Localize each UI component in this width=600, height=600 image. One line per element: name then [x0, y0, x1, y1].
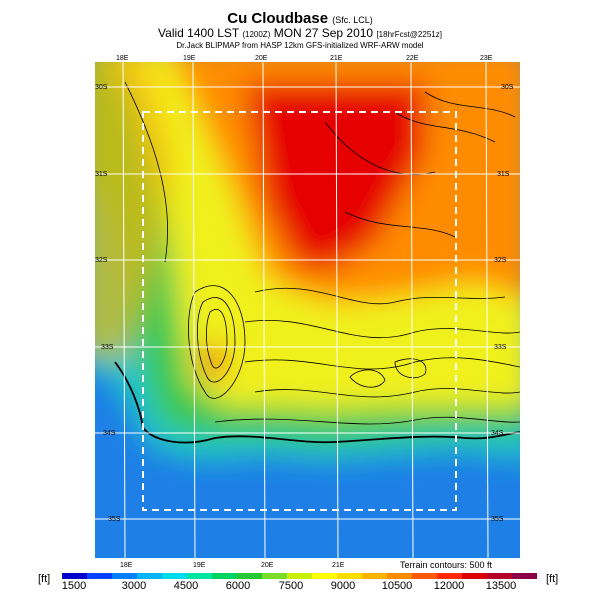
west-low-band: [95, 62, 175, 362]
colorbar-swatch: [487, 573, 513, 579]
colorbar-tick-7500: 7500: [278, 580, 304, 592]
cloudbase-map: [95, 62, 520, 558]
lon-label-top-21e: 21E: [330, 55, 343, 62]
colorbar-swatch: [262, 573, 288, 579]
colorbar-swatch: [212, 573, 238, 579]
colorbar-swatch: [337, 573, 363, 579]
coastline-west: [114, 361, 144, 429]
colorbar-swatch: [412, 573, 438, 579]
graticule: [95, 62, 520, 558]
lat-label-right-34s: 34S: [491, 430, 504, 437]
valid-time: Valid 1400 LST (1200Z) MON 27 Sep 2010 […: [0, 26, 600, 40]
colorbar-swatch: [187, 573, 213, 579]
colorbar-tick-9000: 9000: [330, 580, 356, 592]
colorbar-tick-13500: 13500: [485, 580, 517, 592]
lat-label-left-34s: 34S: [103, 430, 116, 437]
title-main: Cu Cloudbase: [227, 10, 329, 27]
lon-label-bottom-21e: 21E: [332, 562, 345, 569]
lon-label-top-20e: 20E: [255, 55, 268, 62]
coastline: [142, 427, 520, 444]
colorbar-swatch: [62, 573, 88, 579]
lat-label-left-35s: 35S: [108, 516, 121, 523]
lon-label-bottom-19e: 19E: [193, 562, 206, 569]
colorbar-unit-right: [ft]: [546, 573, 559, 585]
valid-note: (1200Z): [242, 30, 271, 39]
colorbar-swatch: [112, 573, 138, 579]
map-title: Cu Cloudbase (Sfc. LCL): [0, 10, 600, 27]
colorbar-tick-3000: 3000: [121, 580, 147, 592]
lat-label-right-35s: 35S: [491, 516, 504, 523]
colorbar-swatch: [387, 573, 413, 579]
model-credit: Dr.Jack BLIPMAP from HASP 12km GFS-initi…: [176, 41, 424, 50]
colorbar-swatch: [362, 573, 388, 579]
colorbar-tick-12000: 12000: [433, 580, 465, 592]
valid-label: Valid 1400 LST: [158, 26, 239, 40]
terrain-contour-note: Terrain contours: 500 ft: [400, 560, 493, 570]
lat-label-left-33s: 33S: [101, 344, 114, 351]
lon-label-bottom-18e: 18E: [120, 562, 133, 569]
lat-label-right-30s: 30S: [501, 84, 514, 91]
lon-label-top-22e: 22E: [406, 55, 419, 62]
forecast-note: [18hrFcst@2251z]: [376, 30, 442, 39]
colorbar-unit-left: [ft]: [38, 573, 51, 585]
colorbar-tick-4500: 4500: [173, 580, 199, 592]
colorbar-swatch: [237, 573, 263, 579]
lon-label-bottom-20e: 20E: [261, 562, 274, 569]
colorbar-swatch: [137, 573, 163, 579]
lat-label-left-30s: 30S: [95, 84, 108, 91]
colorbar: [62, 573, 537, 579]
colorbar-tick-1500: 1500: [61, 580, 87, 592]
colorbar-tick-10500: 10500: [381, 580, 413, 592]
lon-label-top-23e: 23E: [480, 55, 493, 62]
lat-label-left-31s: 31S: [95, 171, 108, 178]
colorbar-tick-6000: 6000: [225, 580, 251, 592]
land-peak: [245, 82, 425, 272]
ridge-peak: [200, 342, 225, 382]
title-main-note: (Sfc. LCL): [332, 15, 373, 25]
valid-date: MON 27 Sep 2010: [273, 26, 374, 40]
lat-label-right-33s: 33S: [494, 344, 507, 351]
colorbar-swatch: [87, 573, 113, 579]
colorbar-swatch: [437, 573, 463, 579]
colorbar-swatch: [462, 573, 488, 579]
colorbar-swatch: [287, 573, 313, 579]
inner-domain-box: [142, 111, 457, 511]
colorbar-swatch: [162, 573, 188, 579]
lat-label-right-32s: 32S: [494, 257, 507, 264]
colorbar-swatch: [512, 573, 537, 579]
lat-label-right-31s: 31S: [497, 171, 510, 178]
lon-label-top-18e: 18E: [116, 55, 129, 62]
lat-label-left-32s: 32S: [95, 257, 108, 264]
colorbar-swatch: [312, 573, 338, 579]
lon-label-top-19e: 19E: [183, 55, 196, 62]
